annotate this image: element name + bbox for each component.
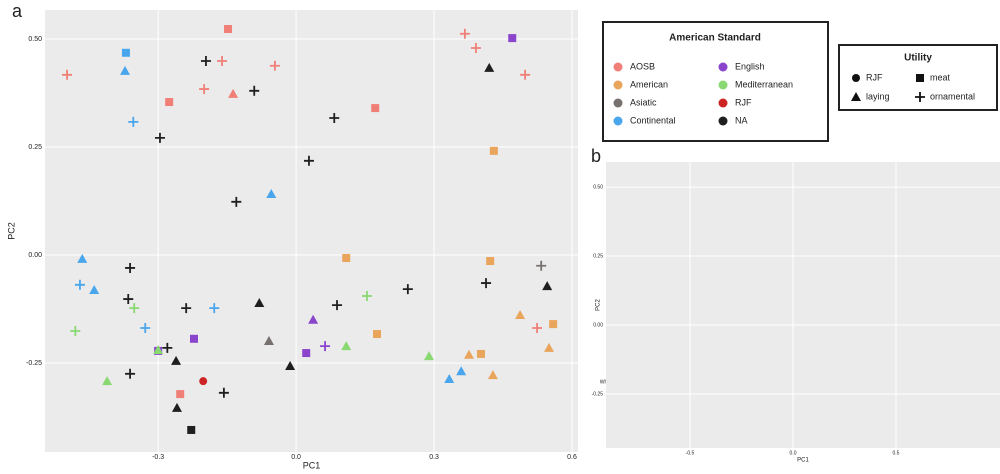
legend-marker xyxy=(916,74,924,82)
legend-label: RJF xyxy=(866,72,883,82)
y-tick-label: 0.00 xyxy=(28,252,42,259)
panel-label: b xyxy=(591,146,601,166)
legend-label: ornamental xyxy=(930,91,975,101)
y-tick-label: 0.25 xyxy=(593,253,603,259)
legend-label: American xyxy=(630,79,668,89)
x-tick-label: 0.3 xyxy=(429,454,439,461)
y-tick-label: -0.25 xyxy=(26,360,42,367)
y-axis-title: PC2 xyxy=(6,222,16,240)
y-tick-label: 0.25 xyxy=(28,144,42,151)
legend-title: American Standard xyxy=(669,33,761,44)
x-axis-title: PC1 xyxy=(303,460,321,470)
point xyxy=(549,320,557,328)
legend-label: AOSB xyxy=(630,61,655,71)
point xyxy=(122,49,130,57)
panel-label: a xyxy=(12,1,23,21)
plot-panel xyxy=(606,162,1000,448)
legend-marker xyxy=(614,63,623,72)
x-axis-title: PC1 xyxy=(797,458,809,464)
point xyxy=(508,34,516,42)
y-tick-label: 0.00 xyxy=(593,322,603,328)
point xyxy=(187,426,195,434)
legend-label: laying xyxy=(866,91,890,101)
legend-marker xyxy=(719,63,728,72)
point xyxy=(371,104,379,112)
point xyxy=(302,349,310,357)
legend-marker xyxy=(719,99,728,108)
legend-marker xyxy=(614,81,623,90)
y-tick-label: -0.25 xyxy=(592,391,604,397)
legend-label: NA xyxy=(735,115,748,125)
figure: AraucanaCrevecoeurSultanPolishSilkieSuma… xyxy=(0,0,1000,474)
point xyxy=(486,257,494,265)
utility-legend-title: Utility xyxy=(904,53,932,64)
y-tick-label: 0.50 xyxy=(28,36,42,43)
point xyxy=(477,350,485,358)
point xyxy=(199,377,207,385)
legend-label: Continental xyxy=(630,115,676,125)
legend-label: RJF xyxy=(735,97,752,107)
legend-marker xyxy=(614,99,623,108)
legend-label: Mediterranean xyxy=(735,79,793,89)
point xyxy=(190,335,198,343)
point xyxy=(165,98,173,106)
legend-marker xyxy=(719,117,728,126)
point xyxy=(176,390,184,398)
point xyxy=(342,254,350,262)
legend-label: Asiatic xyxy=(630,97,657,107)
legend-label: English xyxy=(735,61,765,71)
x-tick-label: 0.0 xyxy=(790,450,797,456)
legend-marker xyxy=(852,74,860,82)
legend-label: meat xyxy=(930,72,951,82)
legend-marker xyxy=(719,81,728,90)
point xyxy=(490,147,498,155)
legend-marker xyxy=(614,117,623,126)
y-axis-title: PC2 xyxy=(596,299,602,311)
x-tick-label: -0.3 xyxy=(152,454,164,461)
point xyxy=(373,330,381,338)
x-tick-label: 0.0 xyxy=(291,454,301,461)
x-tick-label: -0.5 xyxy=(686,450,695,456)
x-tick-label: 0.6 xyxy=(567,454,577,461)
plot-panel xyxy=(45,10,578,452)
y-tick-label: 0.50 xyxy=(593,184,603,190)
x-tick-label: 0.5 xyxy=(893,450,900,456)
point xyxy=(224,25,232,33)
